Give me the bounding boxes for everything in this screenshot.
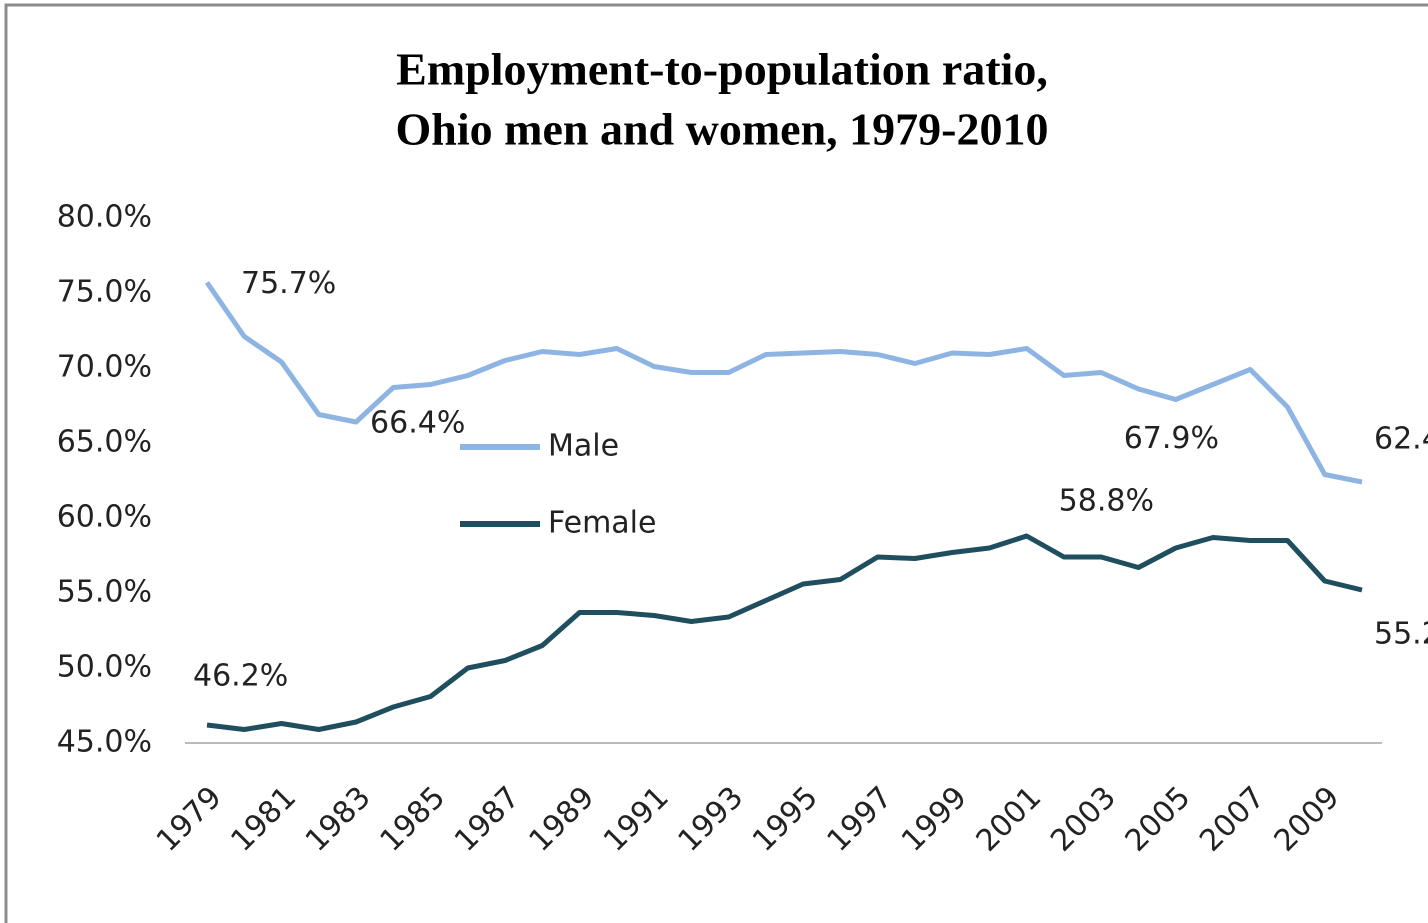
y-tick-label: 50.0% (57, 650, 152, 685)
frame (4, 3, 1428, 923)
y-tick-label: 70.0% (57, 350, 152, 385)
y-tick-label: 80.0% (57, 200, 152, 235)
data-label: 75.7% (241, 266, 336, 301)
y-tick-label: 45.0% (57, 725, 152, 760)
series-line (204, 281, 1363, 485)
data-label: 46.2% (193, 659, 288, 694)
data-label: 62.4% (1374, 422, 1428, 457)
data-label: 67.9% (1124, 421, 1219, 456)
legend-label: Male (548, 429, 619, 464)
data-label: 58.8% (1059, 484, 1154, 519)
chart-title: Employment-to-population ratio, (396, 44, 1048, 95)
y-tick-label: 65.0% (57, 425, 152, 460)
chart-title: Ohio men and women, 1979-2010 (396, 104, 1049, 155)
data-label: 66.4% (370, 406, 465, 441)
y-tick-label: 60.0% (57, 500, 152, 535)
y-tick-label: 75.0% (57, 275, 152, 310)
legend-label: Female (548, 506, 656, 541)
data-label: 55.2% (1374, 617, 1428, 652)
y-tick-label: 55.0% (57, 575, 152, 610)
series-line (206, 533, 1363, 732)
